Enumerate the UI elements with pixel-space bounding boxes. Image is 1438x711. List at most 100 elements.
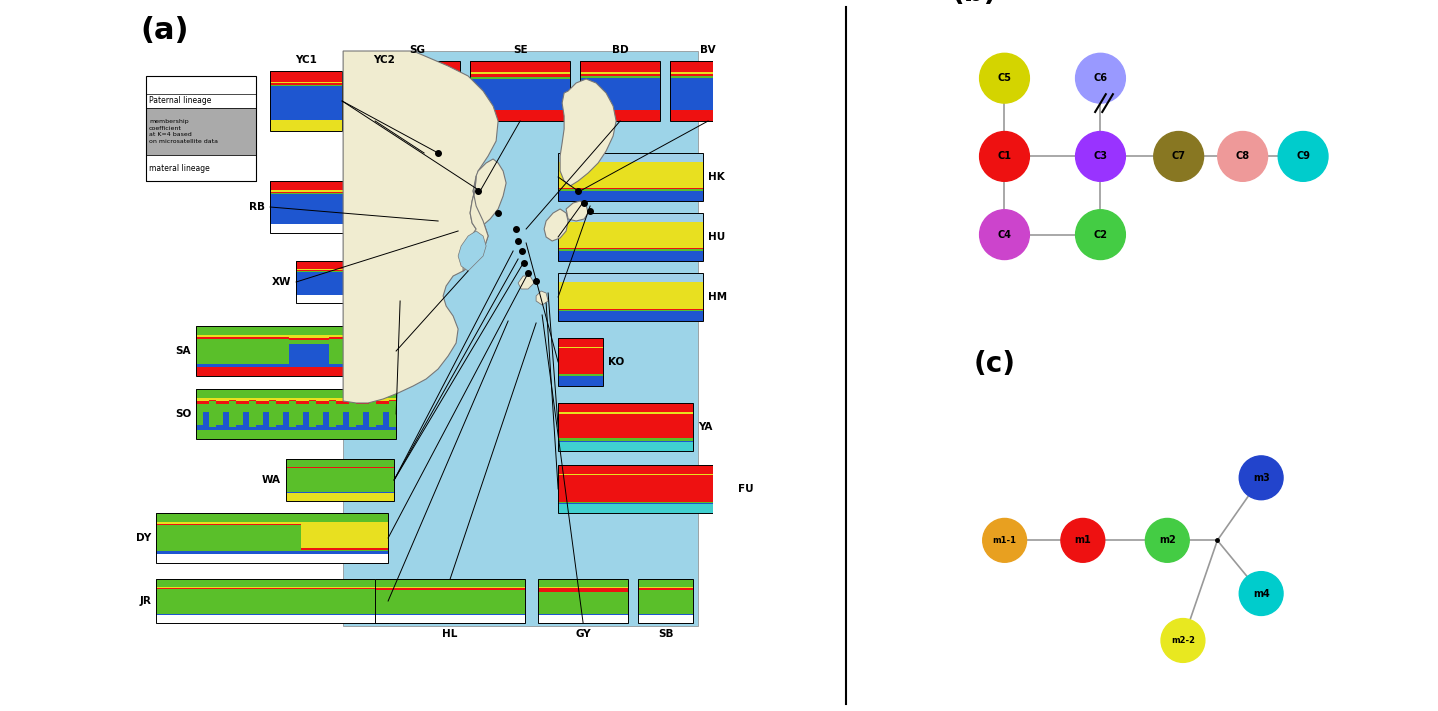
- Bar: [562, 309, 568, 310]
- Bar: [368, 82, 372, 83]
- Bar: [633, 441, 640, 442]
- Bar: [375, 110, 460, 121]
- Text: C2: C2: [1093, 230, 1107, 240]
- Bar: [677, 588, 682, 589]
- Bar: [554, 77, 558, 79]
- Bar: [510, 77, 515, 79]
- Bar: [265, 587, 272, 588]
- Bar: [367, 550, 374, 552]
- Bar: [564, 503, 569, 504]
- Bar: [352, 83, 357, 85]
- Bar: [454, 589, 460, 614]
- Bar: [357, 467, 362, 469]
- Bar: [562, 191, 568, 193]
- Bar: [588, 439, 595, 441]
- Bar: [684, 311, 689, 312]
- Bar: [638, 615, 693, 623]
- Bar: [582, 311, 587, 312]
- Bar: [406, 78, 410, 110]
- Bar: [221, 588, 229, 589]
- Bar: [390, 193, 395, 194]
- Bar: [634, 503, 640, 504]
- Bar: [558, 213, 703, 222]
- Bar: [640, 250, 646, 251]
- Bar: [575, 374, 581, 376]
- Bar: [558, 79, 562, 110]
- Bar: [490, 614, 495, 615]
- Bar: [338, 82, 342, 83]
- Bar: [312, 193, 316, 194]
- Bar: [364, 193, 370, 194]
- Text: C1: C1: [998, 151, 1011, 161]
- Bar: [640, 503, 646, 504]
- Bar: [597, 76, 600, 78]
- Bar: [381, 550, 388, 552]
- Bar: [430, 614, 436, 615]
- Bar: [587, 503, 592, 504]
- Bar: [522, 79, 526, 110]
- Bar: [562, 282, 568, 309]
- Bar: [558, 247, 562, 250]
- Bar: [269, 365, 276, 367]
- Bar: [699, 72, 703, 75]
- Circle shape: [1278, 132, 1327, 181]
- Bar: [649, 614, 654, 615]
- Bar: [329, 492, 335, 493]
- Bar: [728, 474, 733, 476]
- Bar: [674, 502, 680, 503]
- Bar: [588, 441, 595, 442]
- Bar: [575, 502, 581, 503]
- Bar: [375, 614, 380, 615]
- Bar: [649, 412, 656, 414]
- Bar: [558, 282, 562, 309]
- Bar: [243, 614, 250, 615]
- Bar: [308, 548, 315, 550]
- Bar: [558, 442, 693, 451]
- Bar: [203, 401, 210, 405]
- Bar: [626, 188, 631, 189]
- Bar: [203, 405, 210, 412]
- Bar: [600, 476, 605, 502]
- Bar: [482, 79, 486, 110]
- Bar: [660, 191, 664, 193]
- Bar: [338, 87, 342, 120]
- Bar: [601, 247, 607, 250]
- Bar: [592, 374, 598, 376]
- Bar: [221, 614, 229, 615]
- Bar: [292, 466, 296, 467]
- Bar: [646, 282, 650, 309]
- Bar: [193, 523, 200, 525]
- Bar: [374, 589, 381, 614]
- Bar: [464, 589, 470, 614]
- Bar: [565, 441, 574, 442]
- Bar: [636, 74, 640, 76]
- Bar: [157, 522, 164, 523]
- Bar: [656, 412, 663, 414]
- Text: SA: SA: [175, 346, 191, 356]
- Bar: [544, 592, 548, 614]
- Bar: [360, 85, 364, 87]
- Bar: [582, 188, 587, 189]
- Bar: [364, 194, 370, 224]
- Bar: [296, 192, 302, 193]
- Bar: [554, 74, 558, 77]
- Bar: [729, 76, 732, 78]
- Bar: [357, 398, 362, 401]
- Bar: [322, 193, 328, 194]
- Bar: [674, 310, 679, 311]
- Bar: [270, 71, 342, 82]
- Bar: [597, 72, 600, 74]
- Bar: [578, 587, 584, 588]
- Bar: [372, 467, 378, 469]
- Bar: [303, 335, 309, 338]
- Bar: [270, 181, 400, 191]
- Bar: [372, 492, 378, 493]
- Bar: [302, 193, 306, 194]
- Bar: [390, 194, 395, 224]
- Bar: [707, 78, 712, 110]
- Bar: [288, 87, 292, 120]
- Bar: [384, 87, 388, 120]
- Bar: [649, 414, 656, 439]
- Bar: [276, 405, 283, 425]
- Bar: [236, 405, 243, 425]
